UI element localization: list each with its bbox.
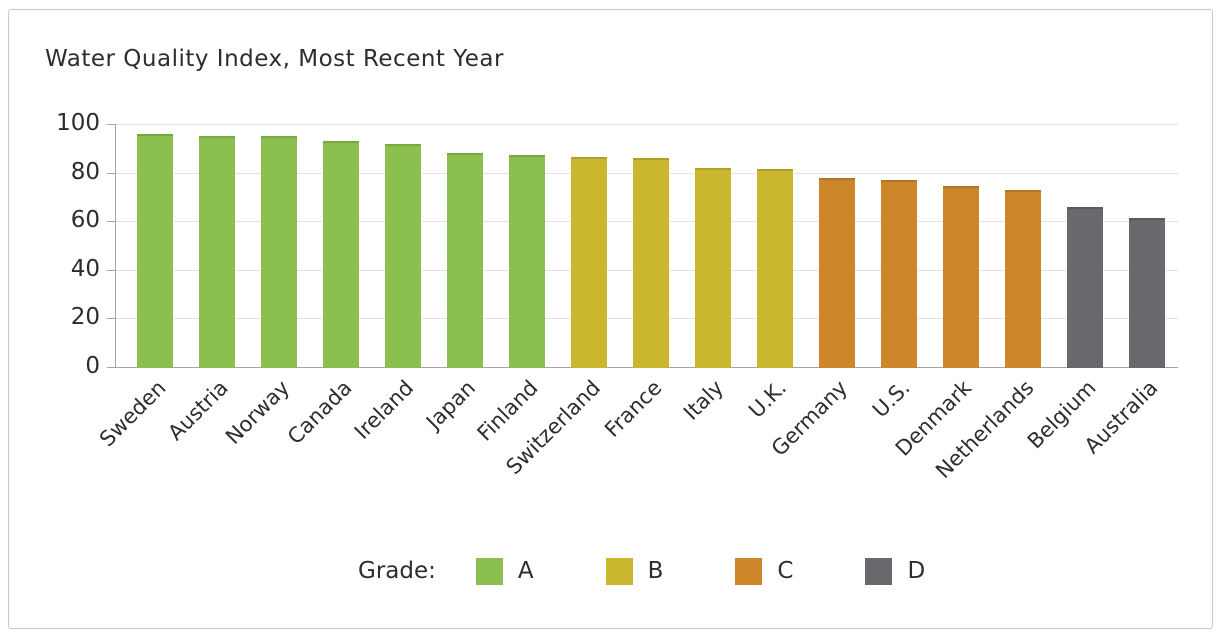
legend-item-a: A: [475, 557, 534, 585]
legend-swatch-a: [475, 557, 503, 585]
legend-item-d: D: [865, 557, 926, 585]
legend-items: A B C D: [475, 557, 926, 585]
legend-label-a: A: [517, 558, 534, 584]
legend-swatch-d: [865, 557, 893, 585]
y-tick-label-100: 100: [56, 110, 100, 136]
bar-us: [881, 180, 917, 368]
y-tick-0: [107, 367, 115, 368]
legend-swatch-b: [605, 557, 633, 585]
bar-australia: [1129, 217, 1165, 368]
y-tick-60: [107, 221, 115, 223]
bars-container: [115, 124, 1178, 368]
y-tick-80: [107, 172, 115, 174]
bar-denmark: [943, 186, 979, 368]
bar-france: [633, 158, 669, 368]
bar-sweden: [137, 133, 173, 368]
bar-belgium: [1067, 206, 1103, 368]
y-tick-40: [107, 269, 115, 271]
bar-uk: [757, 169, 793, 368]
y-tick-20: [107, 318, 115, 320]
y-tick-label-20: 20: [70, 304, 100, 331]
bar-japan: [447, 153, 483, 368]
bar-italy: [695, 167, 731, 368]
bar-canada: [323, 141, 359, 368]
legend-item-c: C: [735, 557, 794, 585]
legend-title: Grade:: [358, 558, 436, 584]
bar-switzerland: [571, 156, 607, 368]
legend-swatch-c: [735, 557, 763, 585]
bar-netherlands: [1005, 189, 1041, 368]
y-tick-label-80: 80: [70, 158, 100, 185]
legend-label-d: D: [907, 558, 926, 584]
legend-label-c: C: [777, 558, 794, 584]
legend: Grade: A B C D: [358, 554, 925, 588]
legend-item-b: B: [605, 557, 664, 585]
bar-finland: [509, 154, 545, 368]
gridline-100: [116, 124, 1178, 125]
legend-label-b: B: [647, 558, 664, 584]
bar-germany: [819, 177, 855, 368]
y-tick-label-40: 40: [70, 255, 100, 282]
chart-title: Water Quality Index, Most Recent Year: [45, 46, 504, 72]
bar-norway: [261, 136, 297, 368]
figure-border: [8, 9, 1213, 629]
y-tick-label-60: 60: [70, 207, 100, 234]
bar-austria: [199, 136, 235, 368]
y-tick-label-0: 0: [85, 353, 100, 379]
bar-ireland: [385, 143, 421, 368]
y-tick-100: [107, 124, 115, 125]
